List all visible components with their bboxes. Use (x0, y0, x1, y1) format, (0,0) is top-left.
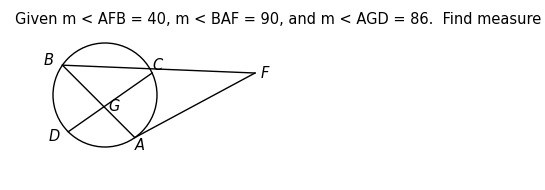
Text: F: F (261, 66, 269, 81)
Text: G: G (108, 99, 120, 114)
Text: D: D (49, 129, 60, 144)
Text: C: C (152, 58, 162, 73)
Text: A: A (135, 138, 145, 153)
Text: B: B (44, 53, 53, 68)
Text: Given m < AFB = 40, m < BAF = 90, and m < AGD = 86.  Find measure of arc AC.: Given m < AFB = 40, m < BAF = 90, and m … (15, 12, 545, 27)
